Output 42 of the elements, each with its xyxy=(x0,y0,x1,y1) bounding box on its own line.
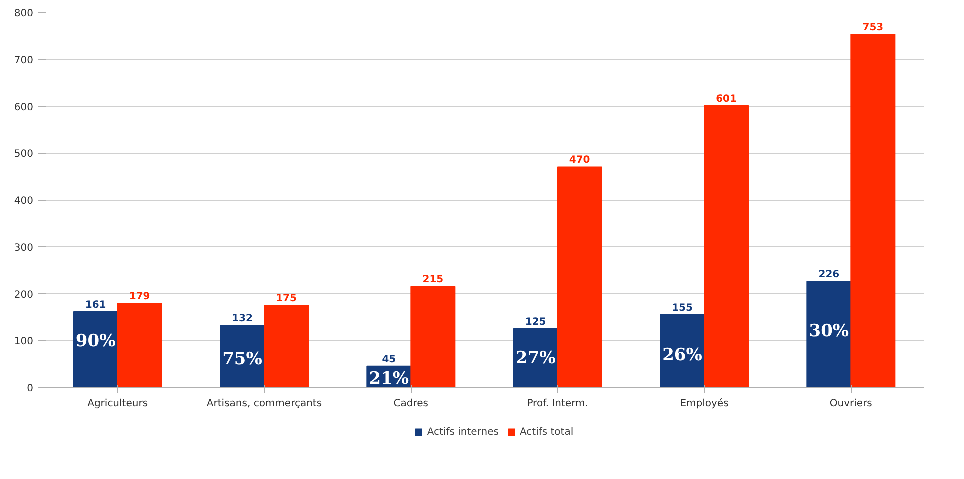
x-tick-label: Cadres xyxy=(394,398,429,410)
y-tick-label: 300 xyxy=(14,242,34,254)
annotation: 75% xyxy=(222,349,262,370)
data-label: 155 xyxy=(672,302,693,314)
bar xyxy=(557,166,602,388)
legend-label: Actifs internes xyxy=(427,426,499,438)
y-tick-label: 200 xyxy=(14,290,34,301)
x-tick-label: Prof. Interm. xyxy=(527,398,588,410)
y-tick-label: 600 xyxy=(14,102,34,114)
annotation: 26% xyxy=(662,346,702,366)
bar xyxy=(806,281,852,388)
data-label: 45 xyxy=(382,354,396,366)
data-label: 601 xyxy=(716,94,737,105)
y-tick-label: 700 xyxy=(14,55,34,66)
y-tick-label: 500 xyxy=(14,149,34,160)
data-label: 161 xyxy=(85,300,106,312)
legend-label: Actifs total xyxy=(520,426,574,438)
data-label: 226 xyxy=(818,270,840,281)
bar xyxy=(410,286,456,388)
annotation: 27% xyxy=(516,348,556,368)
data-label: 125 xyxy=(525,316,546,328)
data-label: 753 xyxy=(862,22,884,34)
annotation: 21% xyxy=(369,369,410,390)
y-tick-label: 0 xyxy=(27,384,34,394)
data-label: 175 xyxy=(276,293,297,304)
bar xyxy=(704,105,749,388)
x-tick-label: Employés xyxy=(680,398,729,410)
data-label: 179 xyxy=(129,292,150,303)
annotation: 90% xyxy=(76,332,116,352)
bar xyxy=(850,34,896,388)
data-label: 132 xyxy=(232,314,253,325)
data-label: 470 xyxy=(569,155,590,166)
bar xyxy=(117,303,162,388)
x-tick-label: Agriculteurs xyxy=(88,398,148,410)
y-tick-label: 400 xyxy=(14,196,34,207)
x-tick-label: Ouvriers xyxy=(830,398,872,410)
data-label: 215 xyxy=(422,274,444,286)
y-tick-label: 100 xyxy=(14,336,34,348)
x-tick-label: Artisans, commerçants xyxy=(206,398,322,410)
y-tick-label: 800 xyxy=(14,8,34,20)
annotation: 30% xyxy=(809,321,850,342)
bar xyxy=(264,304,309,388)
